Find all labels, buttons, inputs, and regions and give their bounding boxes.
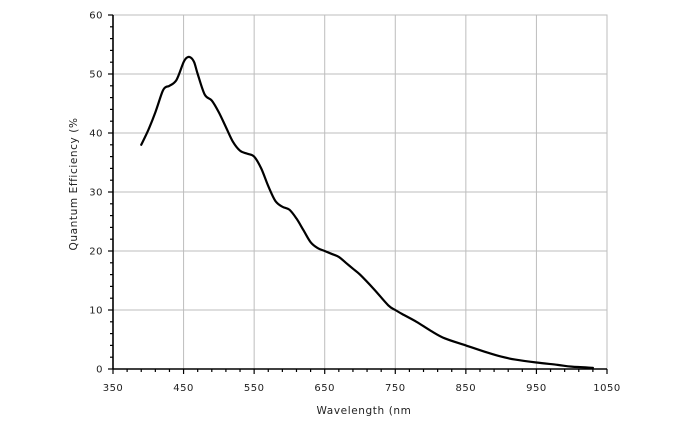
series-group (140, 55, 594, 369)
tick-labels: 350 450 550 650 750 850 950 1050 0 10 20 30 40 50 60 (89, 11, 620, 395)
y-axis-title: Quantum Efficiency (% (68, 117, 80, 250)
x-tick-label: 950 (526, 383, 547, 394)
x-tick-label: 650 (314, 383, 335, 394)
qe-series-line (140, 55, 594, 369)
y-tick-label: 0 (96, 365, 103, 376)
grid (112, 14, 608, 370)
y-tick-label: 10 (89, 306, 103, 317)
tick-marks (108, 14, 608, 374)
x-tick-label: 350 (103, 383, 124, 394)
x-tick-label: 850 (456, 383, 477, 394)
y-tick-label: 40 (89, 129, 103, 140)
x-tick-label: 450 (173, 383, 194, 394)
x-tick-label: 1050 (593, 383, 620, 394)
y-tick-label: 30 (89, 188, 103, 199)
y-tick-label: 20 (89, 247, 103, 258)
y-tick-label: 60 (89, 11, 103, 22)
y-tick-label: 50 (89, 70, 103, 81)
x-tick-label: 550 (244, 383, 265, 394)
x-axis-title: Wavelength (nm (316, 405, 411, 417)
x-tick-label: 750 (385, 383, 406, 394)
